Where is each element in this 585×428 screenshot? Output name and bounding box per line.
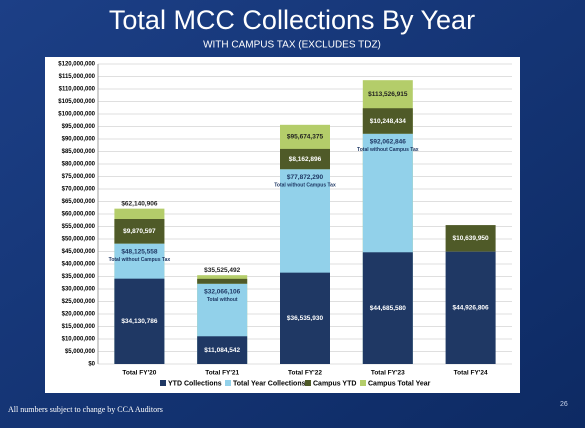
y-tick-label: $10,000,000 — [62, 337, 96, 343]
data-label: $10,639,950 — [453, 235, 490, 242]
y-tick-label: $100,000,000 — [58, 112, 95, 118]
bar-ytd — [362, 252, 413, 364]
data-label: $11,084,542 — [204, 347, 240, 354]
y-tick-label: $110,000,000 — [59, 87, 96, 93]
legend-swatch — [360, 380, 366, 386]
segment-note: Total without Campus Tax — [357, 147, 419, 153]
y-tick-label: $85,000,000 — [62, 149, 96, 155]
y-tick-label: $40,000,000 — [62, 262, 96, 268]
data-label: $8,162,896 — [289, 156, 322, 163]
segment-note: Total without — [207, 297, 238, 303]
x-tick-label: Total FY'24 — [454, 370, 488, 377]
y-tick-label: $50,000,000 — [62, 237, 96, 243]
bar-campus-ytd — [114, 219, 165, 244]
data-label: $36,535,930 — [287, 315, 324, 322]
legend-label: Total Year Collections — [233, 380, 306, 387]
y-tick-label: $75,000,000 — [62, 174, 96, 180]
bar-ytd — [114, 278, 165, 364]
data-label: $77,872,290 — [287, 174, 324, 181]
segment-note: Total without Campus Tax — [274, 183, 336, 189]
y-tick-label: $70,000,000 — [62, 187, 96, 193]
legend-label: Campus Total Year — [368, 380, 431, 387]
y-tick-label: $65,000,000 — [62, 199, 96, 205]
bar-campus-ytd — [280, 148, 330, 170]
y-tick-label: $115,000,000 — [59, 74, 96, 80]
y-tick-label: $0 — [88, 362, 95, 368]
x-tick-label: Total FY'23 — [371, 370, 405, 377]
bar-ytd — [197, 336, 248, 364]
y-tick-label: $20,000,000 — [62, 312, 96, 318]
page-number: 26 — [560, 401, 568, 408]
data-label: $35,525,492 — [204, 267, 241, 274]
data-label: $95,674,375 — [287, 134, 324, 141]
y-tick-label: $120,000,000 — [58, 62, 95, 68]
y-tick-label: $55,000,000 — [62, 224, 96, 230]
data-label: $10,248,434 — [370, 118, 407, 125]
y-tick-label: $95,000,000 — [62, 124, 96, 130]
bar-ytd — [280, 272, 330, 364]
footer: All numbers subject to change by CCA Aud… — [8, 405, 163, 414]
data-label: $44,926,806 — [453, 305, 490, 312]
y-tick-label: $35,000,000 — [62, 274, 96, 280]
data-label: $34,130,786 — [121, 318, 158, 325]
data-label: $48,125,558 — [121, 248, 158, 255]
y-tick-label: $30,000,000 — [62, 287, 96, 293]
legend-swatch — [160, 380, 166, 386]
legend-label: Campus YTD — [313, 380, 356, 387]
slide-title: Total MCC Collections By Year — [109, 5, 475, 35]
y-tick-label: $80,000,000 — [62, 162, 96, 168]
slide-subtitle: WITH CAMPUS TAX (EXCLUDES TDZ) — [203, 40, 381, 51]
y-tick-label: $25,000,000 — [62, 299, 96, 305]
bar-campus-ytd — [362, 108, 413, 134]
y-tick-label: $60,000,000 — [62, 212, 96, 218]
data-label: $92,062,846 — [370, 139, 407, 146]
legend-swatch — [305, 380, 311, 386]
x-tick-label: Total FY'20 — [122, 370, 156, 377]
data-label: $32,066,106 — [204, 289, 241, 296]
y-tick-label: $90,000,000 — [62, 137, 96, 143]
bar-ytd — [445, 251, 496, 364]
data-label: $44,685,580 — [370, 305, 407, 312]
data-label: $113,526,915 — [368, 91, 408, 98]
legend-label: YTD Collections — [168, 380, 222, 387]
y-tick-label: $45,000,000 — [62, 249, 96, 255]
y-tick-label: $105,000,000 — [58, 99, 95, 105]
bar-campus-ytd — [197, 278, 248, 284]
y-tick-label: $15,000,000 — [62, 324, 96, 330]
x-tick-label: Total FY'21 — [205, 370, 239, 377]
segment-note: Total without Campus Tax — [109, 257, 171, 263]
data-label: $9,870,597 — [123, 228, 156, 235]
data-label: $62,140,906 — [121, 200, 158, 207]
bar-campus-ytd — [445, 225, 496, 252]
legend-swatch — [225, 380, 231, 386]
x-tick-label: Total FY'22 — [288, 370, 322, 377]
y-tick-label: $5,000,000 — [65, 349, 96, 355]
